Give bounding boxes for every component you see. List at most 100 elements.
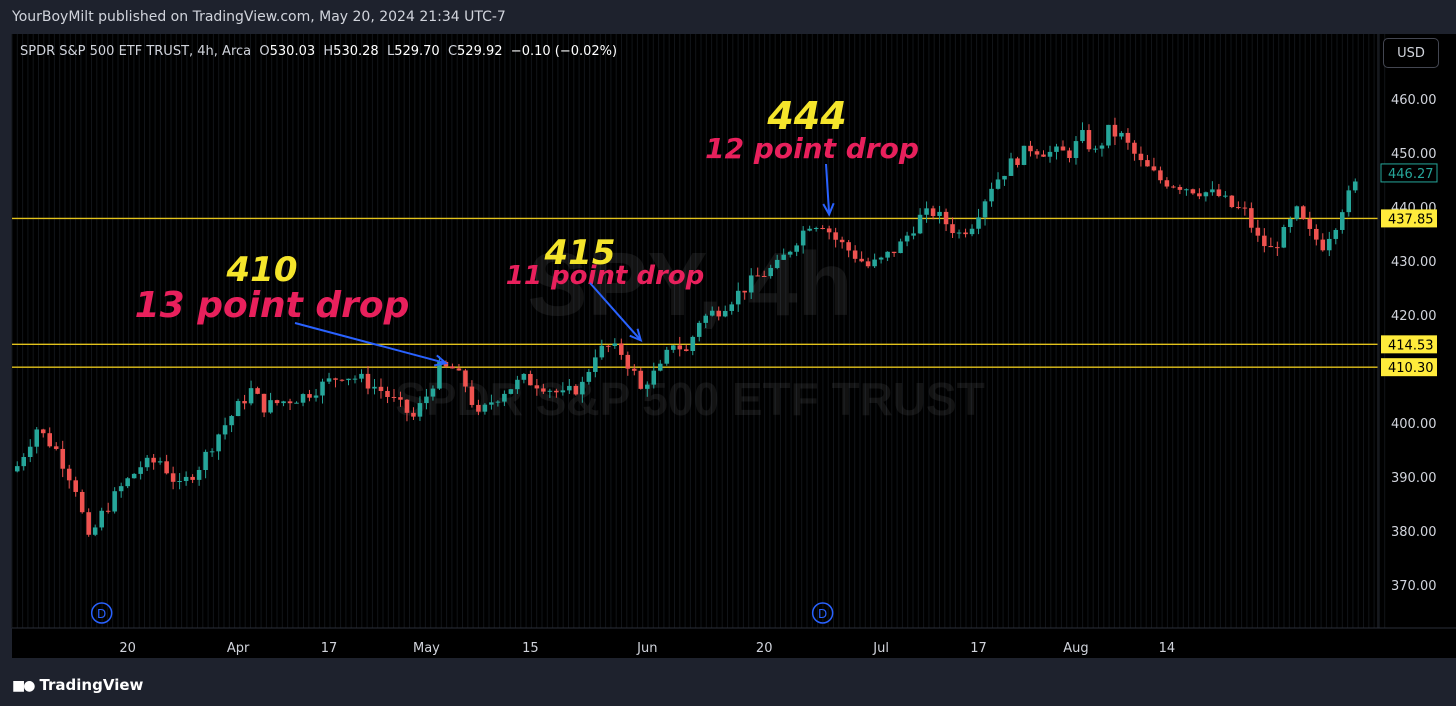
candle-body [177, 481, 182, 483]
candle-body [1054, 146, 1059, 152]
level-price-label: 437.85 [1388, 212, 1434, 227]
candle-body [365, 373, 371, 389]
candle-body [404, 399, 410, 413]
candle-body [930, 208, 936, 217]
candle-body [1015, 158, 1020, 165]
dividend-marker-icon [90, 602, 113, 624]
candle-body [482, 404, 488, 412]
candle-body [385, 390, 390, 397]
tradingview-logo-icon: ■● [12, 678, 35, 694]
candle-body [86, 512, 91, 535]
candle-body [1275, 247, 1280, 249]
candle-body [742, 290, 747, 293]
candle-body [339, 379, 345, 381]
candle-body [1327, 238, 1332, 251]
candle-body [125, 478, 130, 487]
candle-body [1073, 141, 1079, 158]
candle-body [307, 394, 312, 398]
candle-body [963, 232, 968, 235]
price-tick-label: 460.00 [1391, 93, 1437, 108]
candle-body [1034, 151, 1040, 155]
candle-body [138, 467, 143, 474]
open-label: O [259, 44, 270, 59]
candle-body [651, 370, 657, 385]
candle-body [1002, 175, 1007, 180]
price-tick-label: 380.00 [1391, 525, 1437, 540]
candle-body [839, 239, 845, 243]
dividend-marker-label: D [818, 607, 827, 621]
annotation-arrowhead [822, 202, 835, 217]
candle-body [625, 354, 631, 369]
candles [14, 117, 1358, 537]
candle-body [411, 412, 416, 417]
candle-body [690, 336, 696, 351]
candle-body [450, 366, 455, 369]
candle-body [528, 373, 533, 386]
candle-body [1106, 124, 1111, 146]
candle-body [437, 361, 442, 389]
candle-body [34, 429, 40, 447]
candle-body [1223, 195, 1228, 197]
candle-body [1151, 166, 1157, 171]
candle-body [489, 402, 494, 405]
candle-body [904, 235, 910, 242]
tradingview-brand[interactable]: ■● TradingView [12, 676, 143, 694]
candle-body [391, 396, 397, 398]
candle-body [943, 211, 949, 225]
candle-body [755, 275, 760, 277]
candle-body [554, 390, 559, 393]
candle-body [956, 232, 962, 234]
publish-bar: YourBoyMilt published on TradingView.com… [0, 0, 1456, 34]
annotation-arrow [589, 282, 642, 342]
time-tick-label: 15 [522, 641, 539, 656]
candle-body [476, 404, 481, 412]
candle-body [683, 349, 689, 351]
candle-body [878, 257, 884, 260]
candle-body [774, 259, 780, 268]
candle-body [976, 217, 981, 229]
high-value: 530.28 [333, 44, 379, 59]
dividend-marker-icon [811, 602, 834, 624]
candle-body [417, 403, 423, 417]
candle-body [891, 251, 897, 254]
candle-body [1190, 189, 1196, 194]
candle-body [677, 345, 683, 350]
candle-body [222, 425, 228, 435]
candle-body [898, 241, 903, 254]
candle-body [1184, 189, 1189, 191]
price-tick-label: 370.00 [1391, 579, 1437, 594]
candle-body [1138, 153, 1144, 161]
candle-body [567, 385, 572, 391]
candle-body [27, 446, 33, 457]
candle-body [261, 393, 267, 413]
candle-body [1021, 145, 1027, 165]
candle-body [1314, 228, 1319, 240]
annotation-text: 12 point drop [705, 132, 919, 165]
annotation-text: 415 [544, 233, 616, 273]
candle-body [47, 433, 52, 447]
currency-button[interactable]: USD [1383, 38, 1439, 68]
candle-body [1262, 235, 1267, 247]
candle-body [1352, 181, 1358, 191]
candle-body [885, 251, 890, 258]
candle-body [593, 357, 598, 372]
candle-body [969, 228, 975, 235]
candle-body [313, 395, 319, 398]
annotation-text: 13 point drop [135, 285, 410, 326]
published-text: YourBoyMilt published on TradingView.com… [12, 9, 506, 25]
time-tick-label: 20 [756, 641, 773, 656]
candle-body [761, 276, 767, 278]
candle-body [281, 401, 286, 404]
candle-body [248, 388, 254, 404]
candle-body [508, 389, 514, 394]
price-tick-label: 420.00 [1391, 309, 1437, 324]
candle-body [833, 232, 838, 240]
candle-body [1041, 154, 1046, 157]
candle-body [696, 322, 702, 337]
candle-body [820, 228, 825, 230]
candle-body [196, 469, 202, 480]
candle-body [1320, 239, 1326, 251]
candle-body [670, 345, 676, 350]
